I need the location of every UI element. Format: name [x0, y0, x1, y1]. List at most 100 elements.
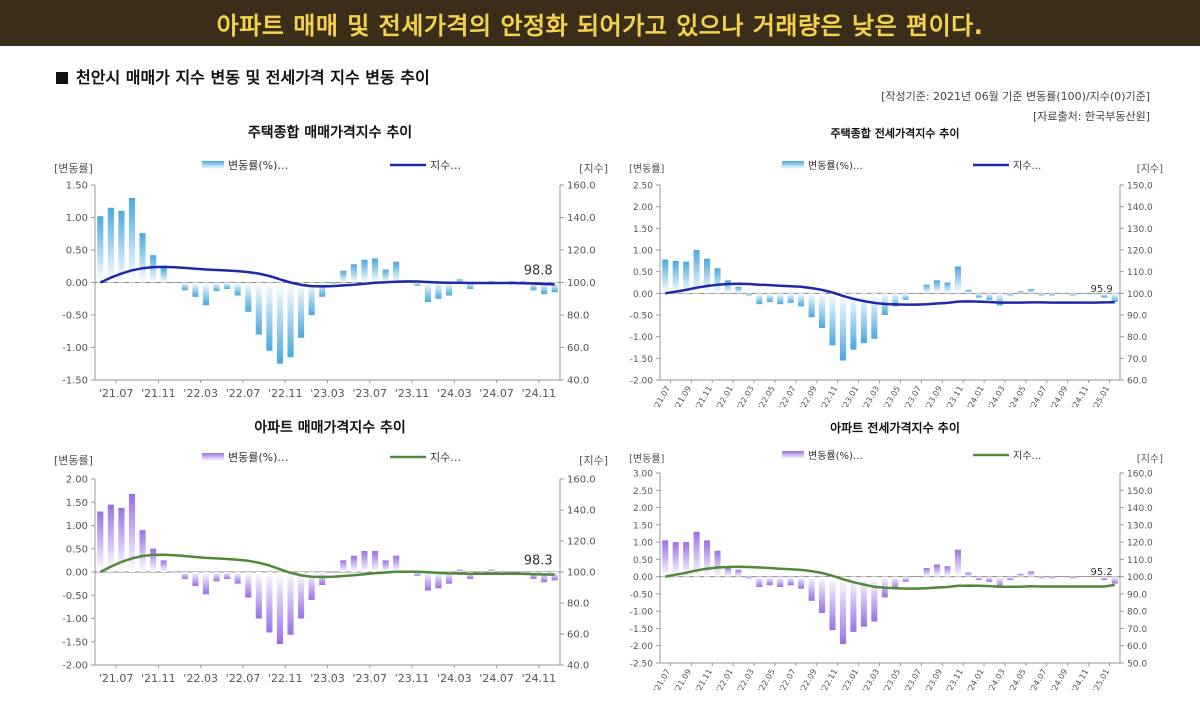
- x-tick-label: '23.03: [310, 387, 345, 400]
- right-axis-unit: [지수]: [579, 162, 608, 175]
- bar-change-pct: [683, 261, 690, 294]
- x-tick-label: '24.05: [1007, 668, 1027, 694]
- bar-change-pct: [1007, 576, 1014, 581]
- bar-change-pct: [1090, 293, 1097, 294]
- x-tick-label: '24.07: [1028, 385, 1048, 411]
- bar-change-pct: [975, 576, 982, 581]
- left-tick-label: 1.50: [66, 498, 88, 509]
- x-tick-label: '23.07: [903, 668, 923, 694]
- x-tick-label: '22.07: [777, 668, 797, 694]
- bar-change-pct: [340, 270, 347, 283]
- bar-change-pct: [902, 293, 909, 300]
- bar-change-pct: [871, 576, 878, 622]
- bar-change-pct: [704, 540, 711, 577]
- right-tick-label: 110.0: [1127, 556, 1153, 566]
- bar-change-pct: [519, 281, 527, 283]
- bar-change-pct: [541, 282, 548, 295]
- bar-change-pct: [975, 293, 982, 298]
- right-tick-label: 80.0: [567, 311, 589, 322]
- left-tick-label: -1.50: [62, 637, 88, 648]
- bar-change-pct: [287, 572, 294, 635]
- bar-change-pct: [766, 293, 773, 302]
- bar-change-pct: [128, 198, 136, 283]
- bar-change-pct: [308, 572, 315, 600]
- right-tick-label: 120.0: [1127, 539, 1153, 549]
- bar-change-pct: [798, 293, 805, 307]
- bar-change-pct: [213, 572, 220, 582]
- bar-change-pct: [509, 571, 516, 572]
- x-tick-label: '24.03: [437, 387, 472, 400]
- legend-bar-label: 변동률(%)…: [808, 160, 863, 172]
- legend-bar-swatch: [782, 451, 804, 459]
- x-tick-label: '23.11: [945, 668, 965, 694]
- right-tick-label: 80.0: [1127, 333, 1147, 343]
- bar-change-pct: [361, 551, 368, 572]
- bar-change-pct: [371, 258, 379, 283]
- x-tick-label: '23.05: [882, 668, 902, 694]
- bar-change-pct: [1101, 576, 1108, 581]
- bar-change-pct: [1069, 293, 1076, 296]
- bar-change-pct: [435, 572, 442, 589]
- right-tick-label: 40.0: [567, 661, 589, 672]
- chart-title: 주택종합 매매가격지수 추이: [248, 124, 412, 141]
- bar-change-pct: [445, 282, 453, 296]
- bar-change-pct: [530, 572, 537, 579]
- x-tick-label: '24.07: [1028, 668, 1048, 694]
- bar-change-pct: [213, 282, 220, 291]
- source-note: [자료출처: 한국부동산원]: [1033, 110, 1150, 123]
- bar-change-pct: [839, 293, 846, 361]
- left-tick-label: -2.00: [62, 661, 88, 672]
- left-tick-label: -2.50: [630, 660, 654, 670]
- bar-change-pct: [414, 572, 421, 576]
- left-tick-label: 2.50: [633, 182, 653, 192]
- right-tick-label: 150.0: [1127, 487, 1153, 497]
- left-tick-label: 1.50: [66, 181, 88, 192]
- right-tick-label: 140.0: [1127, 203, 1153, 213]
- bar-change-pct: [519, 572, 527, 573]
- bar-change-pct: [735, 569, 742, 577]
- x-tick-label: '24.07: [479, 387, 514, 400]
- bar-change-pct: [171, 282, 178, 284]
- left-tick-label: 2.00: [66, 475, 88, 486]
- bar-change-pct: [693, 250, 700, 294]
- bar-change-pct: [551, 572, 558, 581]
- x-tick-label: '23.03: [861, 668, 881, 694]
- x-tick-label: '21.09: [673, 385, 693, 411]
- basis-note: [작성기준: 2021년 06월 기준 변동률(100)/지수(0)기준]: [881, 90, 1150, 103]
- bar-change-pct: [798, 576, 805, 589]
- chart-apt-jeonse: 아파트 전세가격지수 추이 [변동률] [지수] 변동률(%)… 지수… 3.00 2.50…: [625, 415, 1165, 705]
- x-tick-label: '21.11: [694, 385, 714, 411]
- bar-change-pct: [160, 560, 167, 572]
- bar-change-pct: [319, 572, 326, 586]
- bar-change-pct: [171, 572, 178, 573]
- right-tick-label: 140.0: [1127, 504, 1153, 514]
- right-tick-label: 130.0: [1127, 521, 1153, 531]
- bar-change-pct: [1059, 576, 1066, 578]
- bar-change-pct: [745, 293, 752, 296]
- section-title: 천안시 매매가 지수 변동 및 전세가격 지수 변동 추이: [56, 64, 430, 88]
- bar-change-pct: [382, 560, 389, 572]
- right-tick-label: 60.0: [1127, 377, 1147, 387]
- bar-change-pct: [150, 255, 157, 283]
- bar-change-pct: [986, 293, 993, 300]
- x-tick-label: '23.07: [353, 387, 388, 400]
- bar-change-pct: [1080, 293, 1087, 294]
- right-tick-label: 70.0: [1127, 355, 1147, 365]
- x-tick-label: '24.09: [1049, 385, 1069, 411]
- bar-change-pct: [245, 572, 252, 598]
- x-tick-label: '21.11: [694, 668, 714, 694]
- bar-change-pct: [902, 576, 909, 582]
- x-tick-label: '24.11: [1070, 385, 1090, 411]
- bar-change-pct: [202, 572, 210, 595]
- x-tick-label: '24.03: [986, 668, 1006, 694]
- bar-change-pct: [683, 542, 690, 577]
- x-tick-label: '24.01: [965, 385, 985, 411]
- index-last-value: 98.3: [524, 554, 553, 569]
- index-line: [99, 265, 555, 288]
- bar-change-pct: [181, 282, 188, 291]
- x-tick-label: '23.03: [861, 385, 881, 411]
- right-tick-label: 140.0: [567, 506, 596, 517]
- bar-change-pct: [192, 572, 199, 586]
- left-tick-label: 0.00: [633, 573, 653, 583]
- bar-change-pct: [107, 504, 114, 572]
